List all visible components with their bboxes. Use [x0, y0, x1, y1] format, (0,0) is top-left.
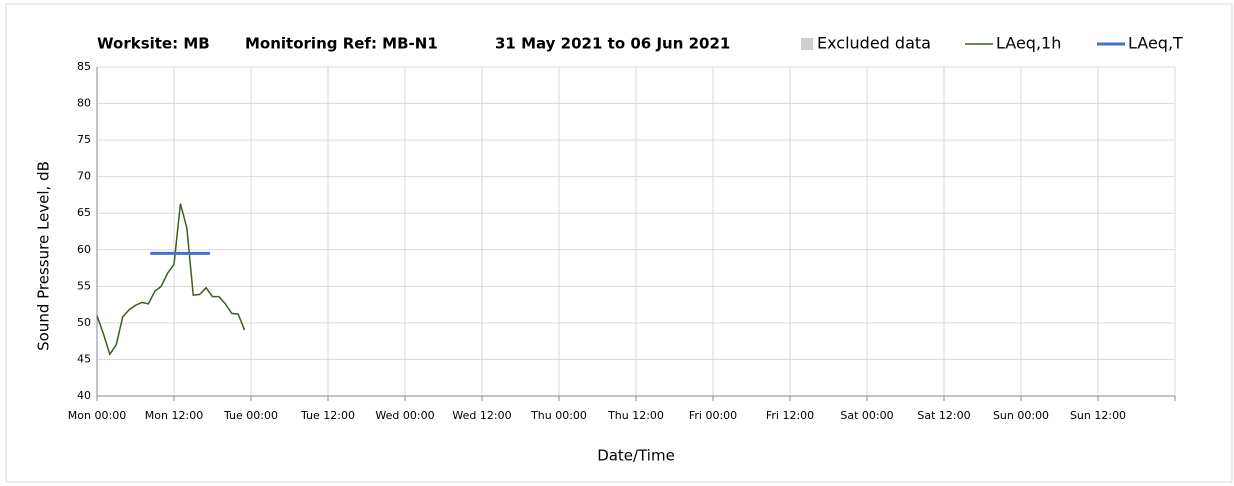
- y-tick-label: 65: [77, 206, 91, 219]
- y-axis-label: Sound Pressure Level, dB: [35, 161, 53, 351]
- legend-label: LAeq,T: [1128, 34, 1183, 53]
- title-ref: Monitoring Ref: MB-N1: [245, 35, 438, 53]
- x-tick-label: Thu 00:00: [530, 409, 587, 422]
- x-tick-label: Thu 12:00: [607, 409, 664, 422]
- y-tick-label: 50: [77, 316, 91, 329]
- series-line: [96, 203, 246, 357]
- x-tick-label: Mon 12:00: [145, 409, 203, 422]
- x-tick-label: Sat 00:00: [840, 409, 893, 422]
- chart-frame: [5, 3, 1233, 483]
- title-dates: 31 May 2021 to 06 Jun 2021: [495, 35, 730, 53]
- x-tick-label: Mon 00:00: [68, 409, 126, 422]
- x-tick-label: Tue 12:00: [300, 409, 355, 422]
- y-tick-label: 85: [77, 60, 91, 73]
- y-tick-label: 40: [77, 389, 91, 402]
- legend-label: Excluded data: [817, 34, 931, 53]
- legend-swatch: [801, 38, 813, 50]
- y-tick-label: 70: [77, 170, 91, 183]
- y-tick-label: 80: [77, 97, 91, 110]
- x-axis-label: Date/Time: [597, 447, 675, 465]
- x-tick-label: Fri 12:00: [766, 409, 814, 422]
- x-tick-label: Fri 00:00: [689, 409, 737, 422]
- x-tick-label: Sun 00:00: [993, 409, 1049, 422]
- x-tick-label: Wed 12:00: [452, 409, 511, 422]
- y-tick-label: 45: [77, 352, 91, 365]
- x-tick-label: Wed 00:00: [375, 409, 434, 422]
- x-tick-label: Sun 12:00: [1070, 409, 1126, 422]
- legend-label: LAeq,1h: [996, 34, 1061, 53]
- y-tick-label: 60: [77, 243, 91, 256]
- x-tick-label: Tue 00:00: [223, 409, 278, 422]
- y-tick-label: 55: [77, 279, 91, 292]
- y-tick-label: 75: [77, 133, 91, 146]
- title-worksite: Worksite: MB: [97, 35, 210, 53]
- x-tick-label: Sat 12:00: [917, 409, 970, 422]
